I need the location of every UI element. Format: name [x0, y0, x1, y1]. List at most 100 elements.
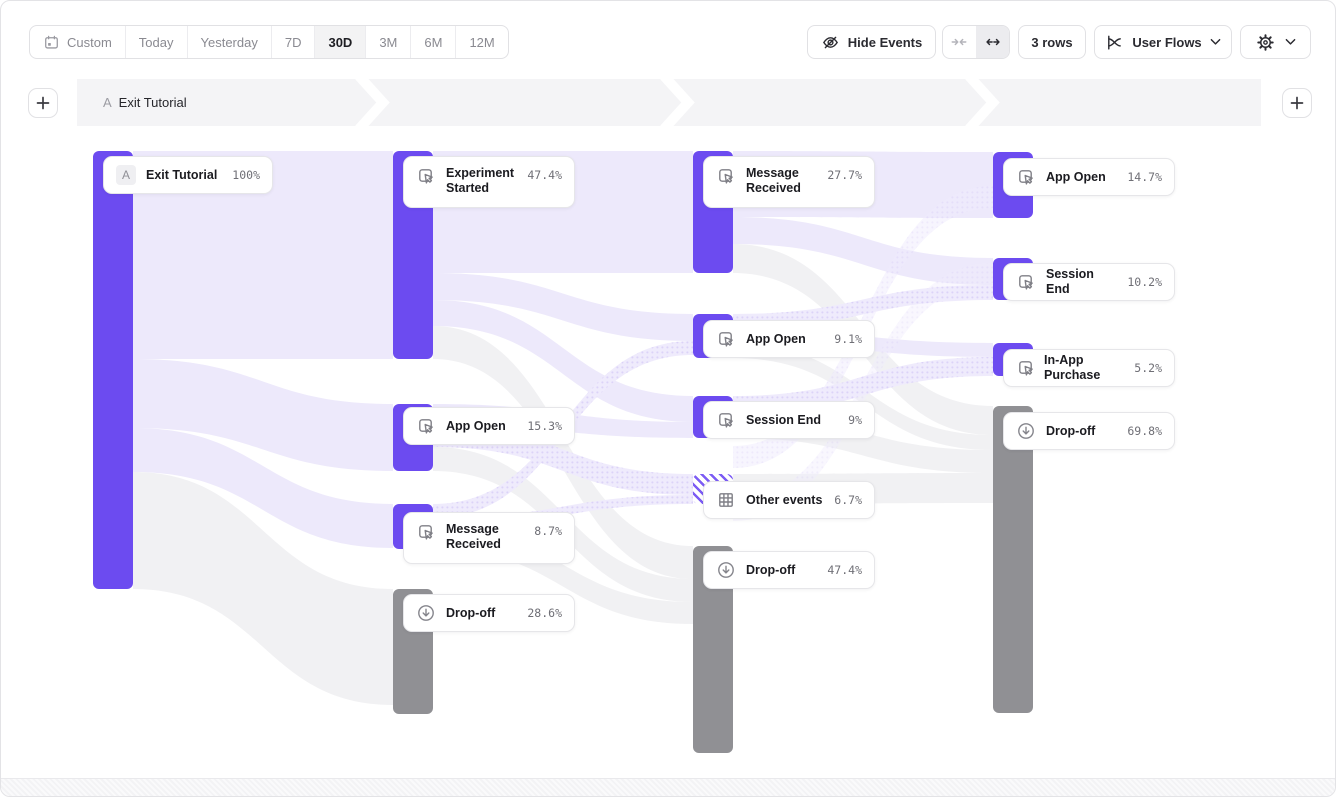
path-separator-chevron	[965, 79, 1000, 126]
date-preset-label: 30D	[328, 34, 353, 50]
step-a-badge: A	[116, 165, 136, 185]
event-icon	[1019, 275, 1033, 290]
node-bar-exit-tutorial[interactable]	[93, 151, 133, 589]
node-card-in-app-purchase-4[interactable]: In-App Purchase 5.2%	[1003, 349, 1175, 387]
node-label: App Open	[1046, 169, 1106, 184]
node-value: 5.2%	[1134, 361, 1162, 375]
path-step-label[interactable]: A Exit Tutorial	[103, 79, 187, 126]
node-value: 9.1%	[834, 332, 862, 346]
date-preset-custom[interactable]: Custom	[30, 26, 125, 58]
collapse-columns-button[interactable]	[943, 26, 976, 58]
node-value: 27.7%	[827, 168, 862, 182]
node-label: Session End	[746, 412, 822, 427]
drop-off-icon	[1018, 423, 1034, 439]
date-preset-label: 12M	[469, 34, 495, 50]
node-card-drop-off-4[interactable]: Drop-off 69.8%	[1003, 412, 1175, 450]
flow-link[interactable]	[733, 217, 993, 285]
expand-columns-button[interactable]	[975, 26, 1009, 58]
chevron-down-icon	[1285, 38, 1295, 45]
node-label: Other events	[746, 492, 823, 507]
date-preset-label: Yesterday	[200, 34, 258, 50]
flow-link[interactable]	[133, 359, 393, 471]
date-range-selector: Custom Today Yesterday 7D 30D 3M 6M 12M	[29, 25, 509, 59]
flow-link[interactable]	[733, 263, 993, 521]
node-value: 10.2%	[1127, 275, 1162, 289]
node-value: 100%	[232, 168, 260, 182]
event-icon	[419, 169, 433, 184]
expand-columns-icon	[986, 38, 1000, 46]
node-card-app-open-4[interactable]: App Open 14.7%	[1003, 158, 1175, 196]
node-label: Experiment Started	[446, 166, 515, 195]
date-preset-label: Today	[138, 34, 174, 50]
date-preset-label: 7D	[284, 34, 302, 50]
node-label: Exit Tutorial	[146, 167, 218, 182]
view-selector-dropdown[interactable]: User Flows	[1094, 25, 1232, 59]
node-label: App Open	[746, 331, 806, 346]
event-icon	[1019, 361, 1033, 376]
date-preset-30d[interactable]: 30D	[314, 26, 366, 58]
flow-link[interactable]	[433, 273, 693, 341]
collapse-columns-icon	[951, 38, 967, 46]
drop-off-icon	[718, 562, 734, 578]
path-step-name: Exit Tutorial	[118, 95, 187, 110]
date-preset-6m[interactable]: 6M	[410, 26, 455, 58]
node-label: In-App Purchase	[1044, 353, 1101, 382]
event-icon	[719, 413, 733, 428]
node-card-other-events-3[interactable]: Other events 6.7%	[703, 481, 875, 519]
other-events-grid-icon	[719, 493, 733, 507]
node-label: Drop-off	[446, 605, 496, 620]
date-preset-label: 3M	[379, 34, 398, 50]
flow-chart-icon	[1108, 35, 1122, 50]
node-bar-drop-off-4[interactable]	[993, 406, 1033, 713]
column-width-toggle	[942, 25, 1010, 59]
node-card-message-received-3[interactable]: Message Received 27.7%	[703, 156, 875, 208]
node-card-experiment-started[interactable]: Experiment Started 47.4%	[403, 156, 575, 208]
node-value: 8.7%	[534, 524, 562, 538]
path-step-prefix: A	[103, 95, 112, 110]
hide-events-button[interactable]: Hide Events	[807, 25, 936, 59]
flow-link[interactable]	[433, 300, 693, 422]
add-step-left-button[interactable]	[28, 88, 58, 118]
node-label: Session End	[1046, 267, 1094, 296]
canvas-footer-strip	[1, 778, 1335, 796]
event-icon	[719, 169, 733, 184]
flow-link[interactable]	[133, 428, 393, 548]
path-separator-chevron	[355, 79, 390, 126]
date-preset-yesterday[interactable]: Yesterday	[186, 26, 271, 58]
flow-link[interactable]	[133, 472, 393, 705]
flow-link[interactable]	[133, 151, 393, 359]
node-card-message-received-2[interactable]: Message Received 8.7%	[403, 512, 575, 564]
date-preset-7d[interactable]: 7D	[270, 26, 315, 58]
rows-button[interactable]: 3 rows	[1018, 25, 1086, 59]
eye-off-icon	[822, 36, 838, 48]
date-preset-12m[interactable]: 12M	[455, 26, 507, 58]
event-icon	[1019, 170, 1033, 185]
date-preset-3m[interactable]: 3M	[365, 26, 410, 58]
calendar-icon	[45, 35, 58, 49]
date-preset-today[interactable]: Today	[124, 26, 187, 58]
node-value: 15.3%	[527, 419, 562, 433]
node-card-session-end-4[interactable]: Session End 10.2%	[1003, 263, 1175, 301]
date-preset-label: 6M	[424, 34, 443, 50]
node-value: 14.7%	[1127, 170, 1162, 184]
node-card-drop-off-2[interactable]: Drop-off 28.6%	[403, 594, 575, 632]
add-step-right-button[interactable]	[1282, 88, 1312, 118]
node-label: Message Received	[446, 522, 501, 551]
node-card-app-open-2[interactable]: App Open 15.3%	[403, 407, 575, 445]
drop-off-icon	[418, 605, 434, 621]
node-card-drop-off-3[interactable]: Drop-off 47.4%	[703, 551, 875, 589]
settings-dropdown[interactable]	[1240, 25, 1311, 59]
flow-path-header: A Exit Tutorial	[77, 79, 1261, 126]
node-value: 47.4%	[527, 168, 562, 182]
node-card-session-end-3[interactable]: Session End 9%	[703, 401, 875, 439]
node-card-app-open-3[interactable]: App Open 9.1%	[703, 320, 875, 358]
node-card-exit-tutorial[interactable]: A Exit Tutorial 100%	[103, 156, 273, 194]
chevron-down-icon	[1210, 38, 1221, 45]
rows-label: 3 rows	[1031, 34, 1073, 50]
hide-events-label: Hide Events	[847, 34, 923, 50]
event-icon	[419, 525, 433, 540]
node-label: Message Received	[746, 166, 801, 195]
event-icon	[719, 332, 733, 347]
